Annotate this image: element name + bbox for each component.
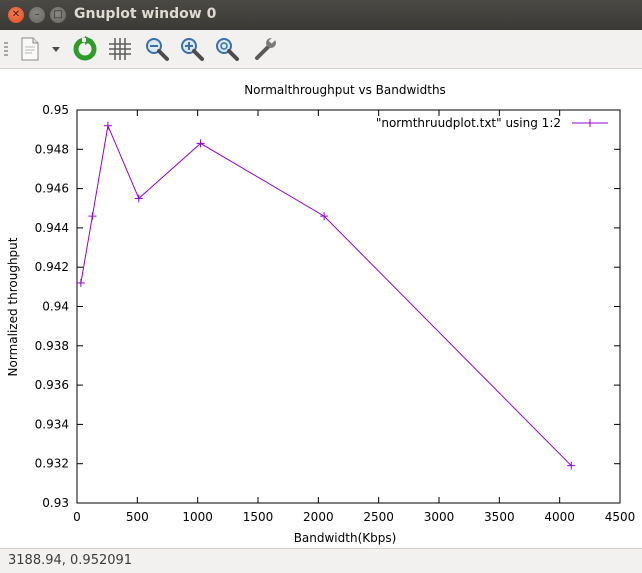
y-axis: 0.93 0.932 0.934 0.936 0.938 0.94 0.942 0.944 0.… — [35, 103, 620, 510]
data-point — [196, 139, 205, 148]
y-tick-label: 0.944 — [35, 221, 69, 235]
maximize-button[interactable]: □ — [50, 7, 66, 23]
x-tick-label: 2500 — [363, 510, 394, 524]
data-point — [134, 194, 143, 203]
window-title: Gnuplot window 0 — [74, 6, 217, 22]
y-axis-label: Normalized throughput — [6, 237, 20, 376]
status-bar: 3188.94, 0.952091 — [0, 548, 642, 573]
legend-label: "normthruudplot.txt" using 1:2 — [376, 116, 561, 130]
cursor-coordinates: 3188.94, 0.952091 — [8, 553, 133, 568]
replot-icon — [73, 36, 97, 61]
y-tick-label: 0.946 — [35, 182, 69, 196]
y-tick-label: 0.95 — [42, 103, 69, 117]
grid-button[interactable] — [106, 35, 134, 63]
data-point — [320, 212, 329, 221]
x-tick-label: 0 — [73, 510, 81, 524]
title-bar[interactable]: ✕ – □ Gnuplot window 0 — [0, 0, 642, 30]
dropdown-arrow-icon — [52, 47, 60, 52]
zoom-fit-button[interactable] — [213, 35, 241, 63]
preferences-button[interactable] — [251, 35, 279, 63]
legend: "normthruudplot.txt" using 1:2 — [376, 116, 608, 130]
preferences-wrench-icon — [255, 37, 276, 60]
plot-border — [76, 109, 621, 504]
zoom-fit-icon — [216, 38, 239, 61]
y-tick-label: 0.932 — [35, 457, 69, 471]
y-tick-label: 0.948 — [35, 142, 69, 156]
toolbar-grip[interactable] — [4, 42, 8, 56]
replot-button[interactable] — [71, 35, 99, 63]
data-point — [567, 461, 576, 470]
close-button[interactable]: ✕ — [8, 7, 24, 23]
minimize-button[interactable]: – — [29, 7, 45, 23]
x-axis: 0 500 1000 1500 2000 2500 3000 3500 4000 4500 — [73, 110, 635, 524]
x-tick-label: 1500 — [243, 510, 274, 524]
x-tick-label: 3000 — [424, 510, 455, 524]
copy-to-clipboard-button[interactable] — [16, 35, 44, 63]
x-tick-label: 2000 — [303, 510, 334, 524]
chart-svg[interactable]: Normalthroughput vs Bandwidths 0.93 0.932… — [0, 69, 642, 548]
copy-dropdown-button[interactable] — [48, 35, 64, 63]
y-tick-label: 0.936 — [35, 378, 69, 392]
chart-title: Normalthroughput vs Bandwidths — [244, 83, 446, 97]
data-point — [76, 278, 85, 287]
y-tick-label: 0.94 — [42, 300, 69, 314]
toolbar — [0, 30, 642, 69]
x-tick-label: 500 — [126, 510, 149, 524]
plot-area[interactable]: Normalthroughput vs Bandwidths 0.93 0.932… — [0, 69, 642, 548]
data-point — [103, 121, 112, 130]
x-tick-label: 3500 — [484, 510, 515, 524]
zoom-out-icon — [146, 38, 169, 61]
data-point — [88, 212, 97, 221]
zoom-in-icon — [181, 38, 204, 61]
zoom-out-button[interactable] — [143, 35, 171, 63]
zoom-in-button[interactable] — [178, 35, 206, 63]
x-tick-label: 1000 — [182, 510, 213, 524]
series-line — [80, 123, 572, 467]
y-tick-label: 0.938 — [35, 339, 69, 353]
x-tick-label: 4500 — [605, 510, 636, 524]
y-tick-label: 0.93 — [42, 496, 69, 510]
y-tick-label: 0.934 — [35, 417, 69, 431]
grid-icon — [109, 38, 131, 60]
legend-point-marker — [586, 119, 594, 127]
y-tick-label: 0.942 — [35, 260, 69, 274]
x-axis-label: Bandwidth(Kbps) — [294, 531, 397, 545]
copy-to-clipboard-icon — [21, 37, 39, 61]
x-tick-label: 4000 — [544, 510, 575, 524]
series-normthruudplot — [76, 121, 576, 470]
